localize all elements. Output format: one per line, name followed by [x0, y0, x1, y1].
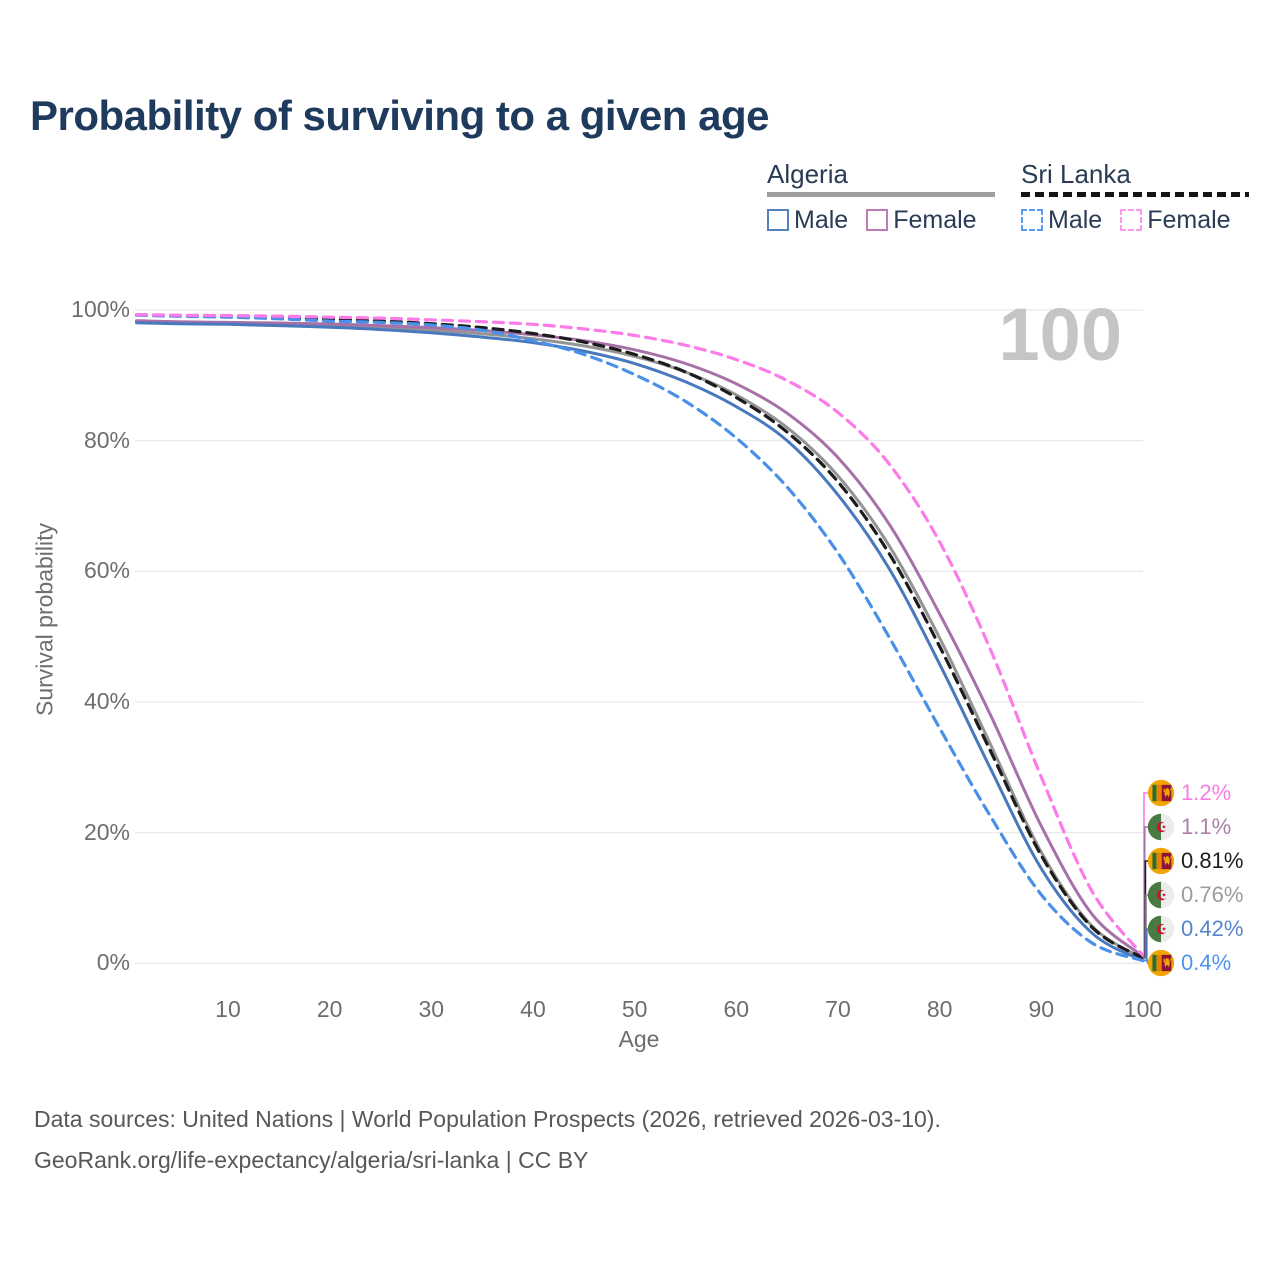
x-tick-label: 80 — [926, 996, 953, 1022]
legend-swatch — [1120, 209, 1143, 232]
algeria-flag-icon — [1147, 915, 1175, 943]
curve-algeria-male[interactable] — [135, 321, 1145, 963]
legend-rule-dashed — [1021, 191, 1249, 197]
end-label-value: 1.1% — [1181, 814, 1232, 839]
y-tick-label: 100% — [71, 295, 130, 322]
algeria-flag-icon — [1147, 813, 1175, 841]
footer-sources: Data sources: United Nations | World Pop… — [34, 1106, 941, 1132]
series-end-labels: 1.2% 1.1% 0.81% 0.76% 0.42% 0.4% — [1147, 776, 1243, 980]
x-tick-label: 20 — [316, 996, 343, 1022]
sri-lanka-flag-icon — [1147, 779, 1175, 807]
x-tick-label: 100 — [1123, 996, 1163, 1022]
end-label-value: 0.81% — [1181, 848, 1244, 873]
x-tick-label: 30 — [418, 996, 445, 1022]
legend-country-sri-lanka[interactable]: Sri Lanka — [1021, 159, 1131, 189]
legend-rule-solid — [767, 191, 995, 197]
x-tick-label: 90 — [1028, 996, 1055, 1022]
sri-lanka-flag-icon — [1147, 847, 1175, 875]
legend-swatch — [1021, 209, 1043, 232]
legend-item-label: Female — [893, 205, 977, 234]
x-tick-label: 50 — [621, 996, 648, 1022]
x-tick-label: 40 — [520, 996, 546, 1022]
legend-swatch — [866, 209, 889, 232]
legend-group-sri-lanka: Sri Lanka Male Female — [1021, 160, 1249, 235]
x-axis-title: Age — [618, 1026, 660, 1052]
x-tick-label: 10 — [215, 996, 241, 1022]
curve-algeria-all[interactable] — [135, 320, 1145, 960]
x-tick-label: 60 — [723, 996, 750, 1022]
end-label-value: 0.4% — [1181, 950, 1232, 975]
legend-item-label: Female — [1147, 205, 1231, 234]
legend-swatch — [767, 209, 789, 232]
footer-link: GeoRank.org/life-expectancy/algeria/sri-… — [34, 1147, 589, 1173]
end-label-algeria-all: 0.76% — [1147, 878, 1243, 912]
legend-item-sri-lanka-male[interactable]: Male — [1021, 206, 1120, 235]
y-tick-label: 20% — [83, 818, 130, 845]
curve-algeria-female[interactable] — [135, 319, 1145, 958]
legend-group-algeria: Algeria Male Female — [767, 160, 995, 235]
curve-sri-lanka-all[interactable] — [134, 313, 1145, 960]
end-label-value: 1.2% — [1181, 780, 1232, 805]
curve-sri-lanka-female[interactable] — [134, 312, 1145, 958]
page-title: Probability of surviving to a given age — [30, 92, 769, 139]
sri-lanka-flag-icon — [1147, 949, 1175, 977]
x-tick-label: 70 — [825, 996, 851, 1022]
y-tick-label: 40% — [83, 687, 130, 714]
end-label-value: 0.42% — [1181, 916, 1244, 941]
end-label-algeria-male: 0.42% — [1147, 912, 1243, 946]
legend-country-algeria[interactable]: Algeria — [767, 159, 848, 189]
legend-item-label: Male — [794, 205, 849, 234]
legend-item-label: Male — [1048, 205, 1103, 234]
end-label-sri-lanka-female: 1.2% — [1147, 776, 1243, 810]
y-tick-label: 0% — [96, 949, 130, 976]
curve-sri-lanka-male[interactable] — [134, 313, 1145, 963]
end-label-sri-lanka-all: 0.81% — [1147, 844, 1243, 878]
end-label-sri-lanka-male: 0.4% — [1147, 946, 1243, 980]
end-label-algeria-female: 1.1% — [1147, 810, 1243, 844]
legend-item-sri-lanka-female[interactable]: Female — [1120, 206, 1248, 235]
legend-row-algeria: Male Female — [767, 206, 995, 235]
legend-item-algeria-male[interactable]: Male — [767, 206, 866, 235]
y-tick-label: 80% — [83, 426, 130, 453]
hover-age-indicator: 100 — [998, 293, 1122, 376]
legend-item-algeria-female[interactable]: Female — [866, 206, 994, 235]
end-label-value: 0.76% — [1181, 882, 1244, 907]
y-tick-label: 60% — [83, 557, 130, 584]
algeria-flag-icon — [1147, 881, 1175, 909]
legend-row-sri-lanka: Male Female — [1021, 206, 1249, 235]
